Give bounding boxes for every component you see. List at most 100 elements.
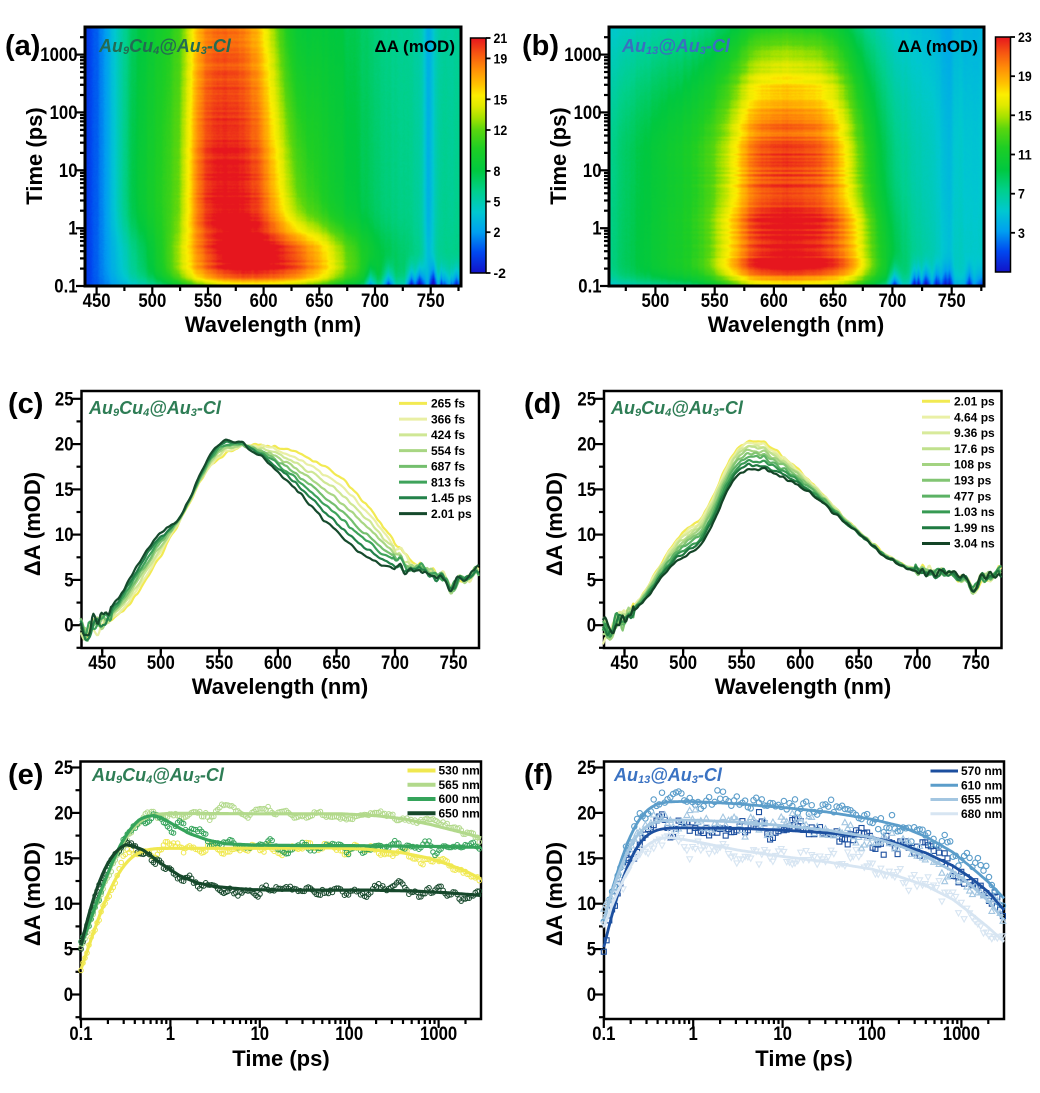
svg-text:750: 750 bbox=[938, 291, 966, 312]
svg-text:500: 500 bbox=[138, 291, 166, 312]
svg-text:20: 20 bbox=[577, 435, 596, 456]
svg-text:550: 550 bbox=[205, 653, 233, 674]
svg-text:450: 450 bbox=[83, 291, 111, 312]
svg-text:554 fs: 554 fs bbox=[431, 444, 465, 458]
svg-text:108 ps: 108 ps bbox=[954, 458, 992, 472]
svg-text:530 nm: 530 nm bbox=[439, 764, 480, 778]
svg-text:1: 1 bbox=[166, 1024, 176, 1045]
svg-text:5: 5 bbox=[587, 940, 597, 961]
svg-text:15: 15 bbox=[54, 849, 73, 870]
svg-text:570 nm: 570 nm bbox=[961, 764, 1002, 778]
svg-text:10: 10 bbox=[54, 894, 73, 915]
svg-text:450: 450 bbox=[88, 653, 116, 674]
svg-text:650: 650 bbox=[305, 291, 333, 312]
svg-text:(b): (b) bbox=[522, 30, 559, 62]
svg-text:1000: 1000 bbox=[420, 1024, 457, 1045]
svg-text:0.1: 0.1 bbox=[54, 277, 78, 298]
svg-text:(d): (d) bbox=[524, 388, 561, 420]
svg-text:1.99 ns: 1.99 ns bbox=[954, 521, 995, 535]
svg-text:20: 20 bbox=[54, 803, 73, 824]
svg-text:680 nm: 680 nm bbox=[961, 807, 1002, 821]
svg-text:3: 3 bbox=[1018, 225, 1025, 241]
svg-text:25: 25 bbox=[55, 389, 74, 410]
svg-text:10: 10 bbox=[577, 894, 596, 915]
svg-text:(c): (c) bbox=[8, 388, 43, 420]
svg-text:8: 8 bbox=[494, 163, 501, 179]
svg-text:366 fs: 366 fs bbox=[431, 412, 465, 426]
svg-text:Au9Cu4@Au3-Cl: Au9Cu4@Au3-Cl bbox=[98, 36, 232, 57]
svg-text:17.6 ps: 17.6 ps bbox=[954, 442, 995, 456]
svg-text:700: 700 bbox=[903, 653, 931, 674]
svg-text:610 nm: 610 nm bbox=[961, 779, 1002, 793]
svg-text:(e): (e) bbox=[8, 759, 43, 791]
svg-text:100: 100 bbox=[50, 103, 78, 124]
svg-text:0.1: 0.1 bbox=[578, 277, 602, 298]
svg-text:Wavelength (nm): Wavelength (nm) bbox=[185, 312, 361, 337]
svg-text:25: 25 bbox=[54, 758, 73, 779]
svg-text:700: 700 bbox=[878, 291, 906, 312]
svg-text:813 fs: 813 fs bbox=[431, 475, 465, 489]
svg-text:11: 11 bbox=[1018, 147, 1032, 163]
svg-text:1: 1 bbox=[689, 1024, 699, 1045]
svg-text:1: 1 bbox=[592, 219, 602, 240]
svg-text:650 nm: 650 nm bbox=[439, 807, 480, 821]
svg-text:650: 650 bbox=[845, 653, 873, 674]
svg-text:15: 15 bbox=[55, 480, 74, 501]
svg-text:(a): (a) bbox=[5, 30, 40, 62]
svg-text:Wavelength (nm): Wavelength (nm) bbox=[708, 312, 884, 337]
svg-text:0: 0 bbox=[64, 985, 73, 1006]
svg-text:1.45 ps: 1.45 ps bbox=[431, 491, 472, 505]
svg-text:9.36 ps: 9.36 ps bbox=[954, 426, 995, 440]
svg-text:0: 0 bbox=[587, 985, 596, 1006]
svg-text:500: 500 bbox=[147, 653, 175, 674]
svg-text:1000: 1000 bbox=[564, 45, 601, 66]
svg-text:12: 12 bbox=[494, 122, 508, 138]
svg-text:Wavelength (nm): Wavelength (nm) bbox=[715, 674, 891, 699]
svg-text:(f): (f) bbox=[524, 759, 553, 791]
svg-text:Au9Cu4@Au3-Cl: Au9Cu4@Au3-Cl bbox=[91, 765, 225, 786]
svg-text:2: 2 bbox=[494, 224, 501, 240]
svg-text:750: 750 bbox=[417, 291, 445, 312]
svg-text:600: 600 bbox=[760, 291, 788, 312]
svg-text:600: 600 bbox=[264, 653, 292, 674]
svg-text:15: 15 bbox=[1018, 107, 1032, 123]
svg-text:5: 5 bbox=[64, 940, 74, 961]
svg-text:2.01 ps: 2.01 ps bbox=[431, 507, 472, 521]
svg-text:15: 15 bbox=[494, 91, 508, 107]
svg-text:700: 700 bbox=[361, 291, 389, 312]
svg-text:565 nm: 565 nm bbox=[439, 778, 480, 792]
svg-text:0.1: 0.1 bbox=[592, 1024, 616, 1045]
svg-text:10: 10 bbox=[583, 161, 602, 182]
svg-text:3.04 ns: 3.04 ns bbox=[954, 537, 995, 551]
svg-text:600: 600 bbox=[786, 653, 814, 674]
svg-text:687 fs: 687 fs bbox=[431, 460, 465, 474]
svg-text:Au13@Au3-Cl: Au13@Au3-Cl bbox=[613, 765, 723, 786]
svg-text:2.01 ps: 2.01 ps bbox=[954, 395, 995, 409]
svg-text:10: 10 bbox=[251, 1024, 270, 1045]
svg-text:Au9Cu4@Au3-Cl: Au9Cu4@Au3-Cl bbox=[610, 398, 744, 419]
svg-text:19: 19 bbox=[1018, 68, 1032, 84]
svg-text:655 nm: 655 nm bbox=[961, 793, 1002, 807]
svg-text:550: 550 bbox=[194, 291, 222, 312]
svg-text:Time (ps): Time (ps) bbox=[755, 1046, 852, 1071]
svg-text:Time (ps): Time (ps) bbox=[22, 107, 47, 204]
svg-text:5: 5 bbox=[494, 194, 501, 210]
svg-text:5: 5 bbox=[587, 570, 597, 591]
svg-text:Au13@Au3-Cl: Au13@Au3-Cl bbox=[621, 36, 731, 57]
svg-text:477 ps: 477 ps bbox=[954, 489, 992, 503]
svg-text:0: 0 bbox=[587, 616, 596, 637]
svg-text:25: 25 bbox=[577, 758, 596, 779]
svg-text:193 ps: 193 ps bbox=[954, 474, 992, 488]
svg-text:ΔA (mOD): ΔA (mOD) bbox=[897, 37, 978, 56]
svg-text:100: 100 bbox=[858, 1024, 886, 1045]
svg-text:650: 650 bbox=[323, 653, 351, 674]
svg-text:15: 15 bbox=[577, 480, 596, 501]
svg-text:0.1: 0.1 bbox=[69, 1024, 93, 1045]
svg-text:550: 550 bbox=[701, 291, 729, 312]
svg-text:265 fs: 265 fs bbox=[431, 397, 465, 411]
svg-text:ΔA (mOD): ΔA (mOD) bbox=[20, 472, 45, 576]
svg-text:Au9Cu4@Au3-Cl: Au9Cu4@Au3-Cl bbox=[88, 398, 222, 419]
svg-text:25: 25 bbox=[577, 389, 596, 410]
svg-text:23: 23 bbox=[1018, 29, 1032, 45]
svg-text:424 fs: 424 fs bbox=[431, 428, 465, 442]
